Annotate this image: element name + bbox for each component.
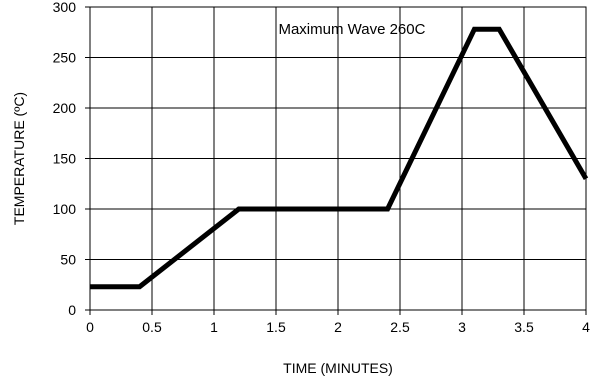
- x-tick-label: 0.5: [142, 319, 162, 335]
- x-axis-tick-labels: 0 0.5 1 1.5 2 2.5 3 3.5 4: [86, 310, 590, 335]
- y-axis-title: TEMPERATURE (ºC): [11, 92, 27, 225]
- y-tick-label: 300: [53, 0, 77, 15]
- y-tick-label: 150: [53, 151, 77, 167]
- y-axis-tick-labels: 0 50 100 150 200 250 300: [53, 0, 90, 318]
- x-tick-label: 1: [210, 319, 218, 335]
- x-tick-label: 4: [582, 319, 590, 335]
- annotation-label: Maximum Wave 260C: [278, 21, 425, 38]
- chart-annotations: Maximum Wave 260C: [278, 21, 425, 38]
- x-tick-label: 1.5: [266, 319, 286, 335]
- x-tick-label: 2: [334, 319, 342, 335]
- series-lines: [89, 26, 589, 290]
- y-tick-label: 100: [53, 201, 77, 217]
- x-tick-label: 2.5: [390, 319, 410, 335]
- y-tick-label: 50: [60, 252, 76, 268]
- x-tick-label: 0: [86, 319, 94, 335]
- x-tick-label: 3: [458, 319, 466, 335]
- x-tick-label: 3.5: [514, 319, 534, 335]
- y-tick-label: 0: [68, 302, 76, 318]
- y-tick-label: 250: [53, 50, 77, 66]
- y-tick-label: 200: [53, 100, 77, 116]
- x-axis-title: TIME (MINUTES): [283, 360, 393, 376]
